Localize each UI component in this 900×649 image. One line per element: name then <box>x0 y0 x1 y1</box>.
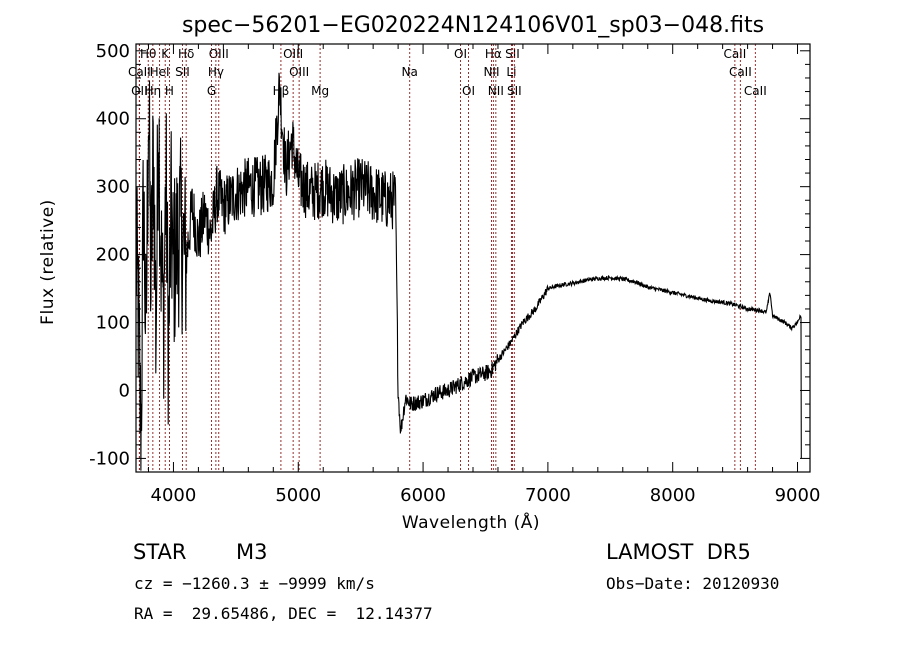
spectrum-series-line <box>135 72 802 471</box>
line-marker-label: Hγ <box>208 65 224 79</box>
line-marker-label: CaII <box>723 47 746 61</box>
y-tick-label: 500 <box>96 41 130 62</box>
line-marker-label: Li <box>506 65 516 79</box>
x-tick-label: 8000 <box>650 485 696 506</box>
x-axis-label: Wavelength (Å) <box>402 511 540 533</box>
x-tick-label: 6000 <box>400 485 446 506</box>
line-marker-label: CaII <box>729 65 752 79</box>
line-marker-label: NII <box>483 65 499 79</box>
chart-title: spec−56201−EG020224N124106V01_sp03−048.f… <box>182 13 764 38</box>
x-tick-label: 5000 <box>275 485 321 506</box>
line-marker-label: OII <box>131 84 148 98</box>
line-marker-label: Hδ <box>178 47 194 61</box>
line-marker-label: Mg <box>311 84 329 98</box>
line-marker-label: K <box>161 47 170 61</box>
object-subclass: M3 <box>236 540 268 564</box>
line-marker-label: OI <box>462 84 475 98</box>
y-tick-label: -100 <box>89 448 130 469</box>
line-marker-label: G <box>207 84 216 98</box>
line-marker-label: OIII <box>289 65 309 79</box>
line-marker-label: OIII <box>209 47 229 61</box>
y-tick-label: 400 <box>96 109 130 130</box>
line-marker-label: Hη <box>145 84 162 98</box>
x-tick-label: 9000 <box>775 485 821 506</box>
survey-name: LAMOST DR5 <box>606 540 751 564</box>
plot-frame <box>135 43 811 473</box>
radec-text: RA = 29.65486, DEC = 12.14377 <box>134 604 433 623</box>
y-tick-label: 0 <box>119 380 130 401</box>
line-marker-label: SII <box>507 84 522 98</box>
line-marker-label: OIII <box>283 47 303 61</box>
line-marker-label: SII <box>505 47 520 61</box>
line-marker-label: Na <box>402 65 418 79</box>
redshift-text: cz = −1260.3 ± −9999 km/s <box>134 574 375 593</box>
line-marker-label: HeI <box>150 65 170 79</box>
object-class: STAR <box>133 540 187 564</box>
line-marker-label: Hα <box>485 47 502 61</box>
line-marker-label: H <box>165 84 174 98</box>
y-tick-label: 100 <box>96 313 130 334</box>
y-axis-label: Flux (relative) <box>38 199 58 325</box>
line-marker-label: NII <box>488 84 504 98</box>
y-tick-label: 300 <box>96 177 130 198</box>
x-tick-label: 7000 <box>525 485 571 506</box>
y-tick-label: 200 <box>96 245 130 266</box>
x-axis-ticks: 4000 5000 6000 7000 8000 9000 <box>147 44 821 506</box>
y-axis-ticks: -100 0 100 200 300 400 500 <box>89 41 810 469</box>
line-marker-label: OI <box>454 47 467 61</box>
line-marker-label: Hθ <box>140 47 156 61</box>
line-marker-label: SII <box>175 65 190 79</box>
line-marker-label: CaII <box>744 84 767 98</box>
obs-date-text: Obs−Date: 20120930 <box>606 574 780 593</box>
x-tick-label: 4000 <box>151 485 197 506</box>
